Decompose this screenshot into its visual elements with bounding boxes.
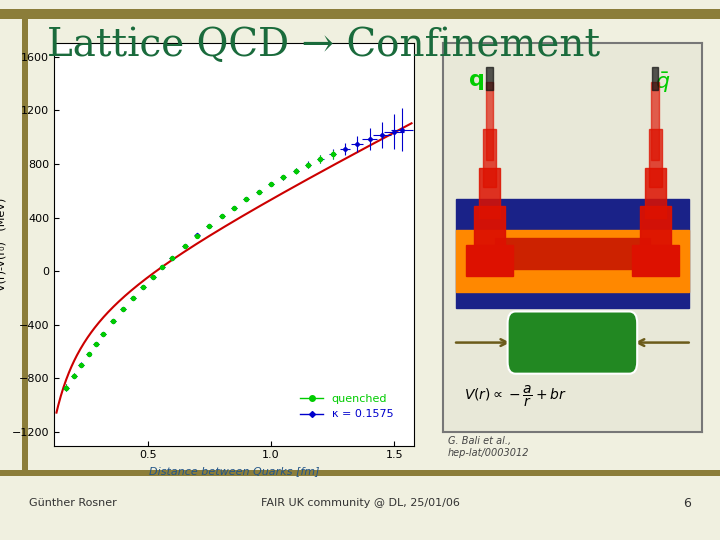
Bar [456,230,689,292]
Text: q: q [469,70,485,90]
Bar [640,206,671,245]
Text: $\bar{q}$: $\bar{q}$ [655,70,670,95]
Text: G. Bali et al.,
hep-lat/0003012: G. Bali et al., hep-lat/0003012 [448,436,529,458]
Text: 6: 6 [683,497,691,510]
Bar [652,66,659,90]
Bar [652,82,660,160]
Legend: quenched, κ = 0.1575: quenched, κ = 0.1575 [296,389,397,424]
Bar [632,245,679,276]
Bar [456,199,689,308]
Bar [474,206,505,245]
Text: Günther Rosner: Günther Rosner [29,498,117,508]
Bar [645,167,666,218]
FancyBboxPatch shape [508,312,637,374]
Y-axis label: V(r)-V(r₀)   (MeV): V(r)-V(r₀) (MeV) [0,198,6,291]
Bar [483,129,496,187]
Text: Lattice QCD → Confinement: Lattice QCD → Confinement [47,28,600,64]
Text: FAIR UK community @ DL, 25/01/06: FAIR UK community @ DL, 25/01/06 [261,498,459,508]
Bar [466,245,513,276]
Bar [495,238,650,269]
Bar [485,82,493,160]
Bar [486,66,492,90]
Text: $V(r) \propto -\dfrac{a}{r} + br$: $V(r) \propto -\dfrac{a}{r} + br$ [464,383,567,409]
Bar [649,129,662,187]
X-axis label: Distance between Quarks [fm]: Distance between Quarks [fm] [149,466,319,476]
Bar [479,167,500,218]
